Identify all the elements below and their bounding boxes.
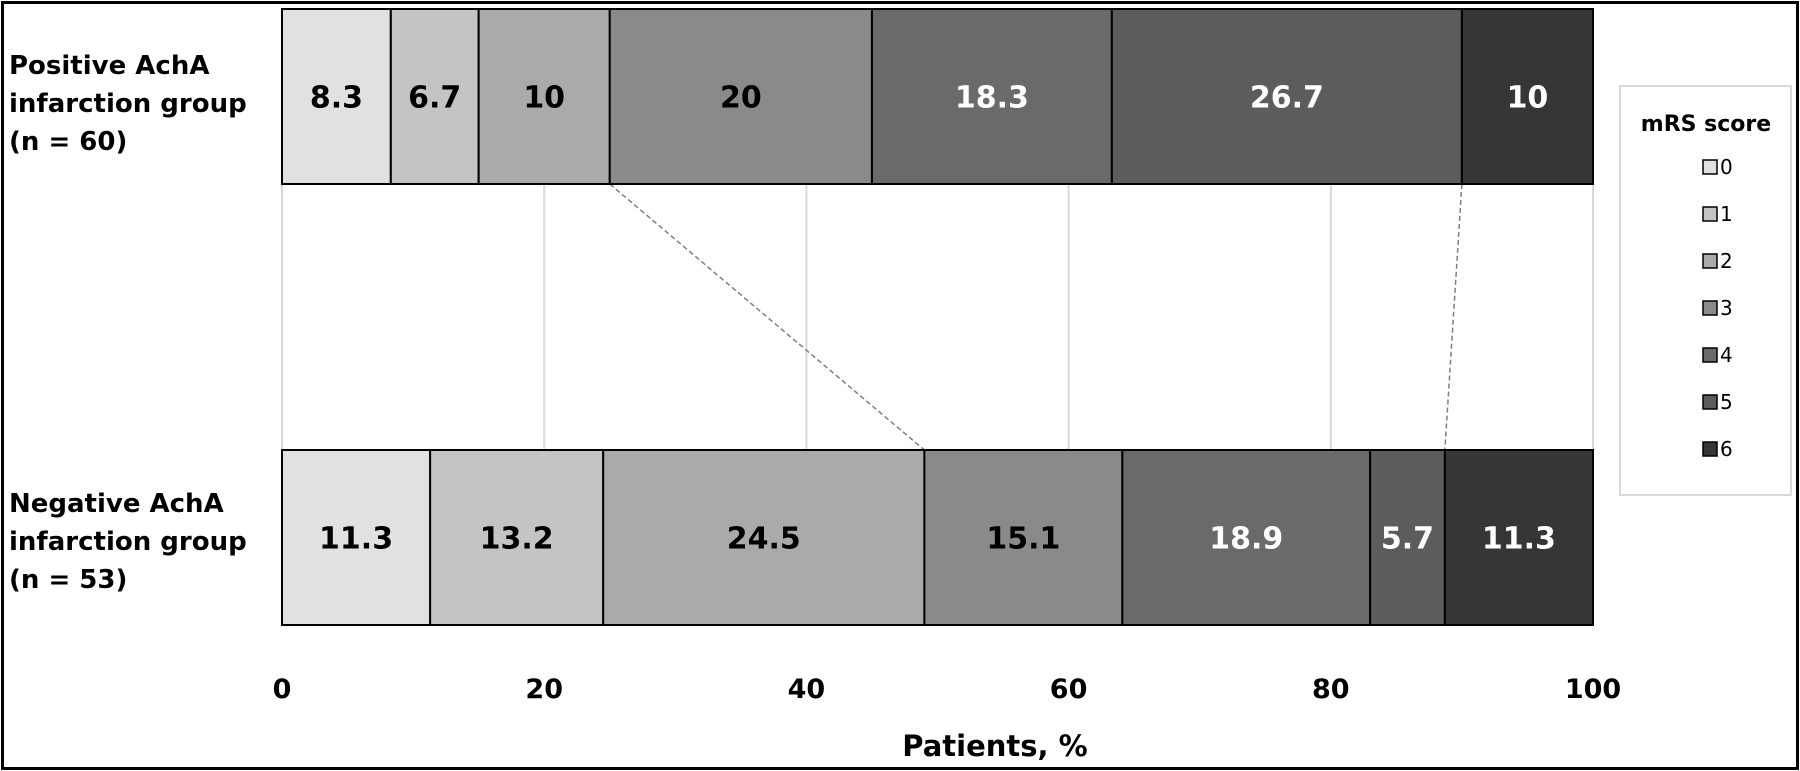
value-label-1-mrs-5: 5.7 bbox=[1381, 522, 1434, 557]
value-label-1-mrs-2: 24.5 bbox=[727, 522, 801, 557]
bar-segment-0-mrs-2 bbox=[477, 8, 611, 185]
legend-label-1: 1 bbox=[1720, 202, 1733, 226]
category-labels: Positive AchA infarction group (n = 60) Neg… bbox=[9, 51, 247, 595]
category-label-0-line-0: Positive AchA bbox=[9, 51, 209, 81]
x-tick-label-80: 80 bbox=[1312, 674, 1350, 705]
legend: mRS score 0 1 2 3 4 5 6 bbox=[1619, 85, 1792, 496]
connector-line-2 bbox=[609, 183, 925, 451]
legend-swatch-0 bbox=[1702, 159, 1718, 175]
x-axis: Patients, % 0 20 40 60 80 100 bbox=[273, 674, 1622, 763]
legend-swatch-3 bbox=[1702, 300, 1718, 316]
value-label-1-mrs-1: 13.2 bbox=[480, 522, 554, 557]
bars bbox=[281, 8, 1595, 626]
legend-label-2: 2 bbox=[1720, 249, 1733, 273]
value-label-0-mrs-6: 10 bbox=[1507, 81, 1549, 116]
value-label-0-mrs-0: 8.3 bbox=[310, 81, 363, 116]
bar-segment-0-mrs-6 bbox=[1460, 8, 1595, 185]
legend-label-6: 6 bbox=[1720, 437, 1733, 461]
value-label-1-mrs-0: 11.3 bbox=[319, 522, 393, 557]
category-label-1-line-1: infarction group bbox=[9, 527, 247, 557]
category-label-1-line-0: Negative AchA bbox=[9, 489, 224, 519]
value-label-0-mrs-3: 20 bbox=[720, 81, 762, 116]
value-label-1-mrs-4: 18.9 bbox=[1209, 522, 1283, 557]
legend-swatch-5 bbox=[1702, 394, 1718, 410]
connector-line-5 bbox=[1444, 183, 1463, 451]
x-tick-label-100: 100 bbox=[1565, 674, 1621, 705]
legend-label-4: 4 bbox=[1720, 343, 1733, 367]
legend-swatch-4 bbox=[1702, 347, 1718, 363]
value-label-1-mrs-3: 15.1 bbox=[986, 522, 1060, 557]
legend-box bbox=[1619, 85, 1792, 496]
x-tick-label-60: 60 bbox=[1050, 674, 1088, 705]
value-label-0-mrs-1: 6.7 bbox=[408, 81, 461, 116]
category-label-0-line-2: (n = 60) bbox=[9, 127, 127, 157]
value-labels: 8.3 6.7 10 20 18.3 26.7 10 11.3 13.2 24.5 15.1 18.9… bbox=[310, 81, 1556, 557]
bar-segment-0-mrs-5 bbox=[1110, 8, 1463, 185]
legend-swatch-1 bbox=[1702, 206, 1718, 222]
bar-segment-1-mrs-1 bbox=[429, 449, 605, 626]
legend-swatch-2 bbox=[1702, 253, 1718, 269]
legend-title: mRS score bbox=[1641, 112, 1771, 137]
legend-label-0: 0 bbox=[1720, 155, 1733, 179]
bar-segment-0-mrs-4 bbox=[870, 8, 1113, 185]
legend-label-5: 5 bbox=[1720, 390, 1733, 414]
legend-label-3: 3 bbox=[1720, 296, 1733, 320]
x-axis-title: Patients, % bbox=[902, 729, 1087, 763]
legend-swatch-6 bbox=[1702, 441, 1718, 457]
value-label-0-mrs-2: 10 bbox=[523, 81, 565, 116]
category-label-0-line-1: infarction group bbox=[9, 89, 247, 119]
bar-segment-0-mrs-3 bbox=[608, 8, 873, 185]
bar-segment-1-mrs-5 bbox=[1369, 449, 1446, 626]
x-tick-label-20: 20 bbox=[525, 674, 563, 705]
x-tick-label-40: 40 bbox=[788, 674, 826, 705]
bar-segment-1-mrs-4 bbox=[1121, 449, 1372, 626]
value-label-0-mrs-5: 26.7 bbox=[1250, 81, 1324, 116]
value-label-1-mrs-6: 11.3 bbox=[1482, 522, 1556, 557]
bar-segment-1-mrs-2 bbox=[602, 449, 926, 626]
bar-segment-1-mrs-0 bbox=[281, 449, 432, 626]
bar-segment-1-mrs-3 bbox=[923, 449, 1124, 626]
x-tick-label-0: 0 bbox=[273, 674, 292, 705]
connector-lines bbox=[609, 183, 1463, 451]
value-label-0-mrs-4: 18.3 bbox=[955, 81, 1029, 116]
bar-segment-1-mrs-6 bbox=[1443, 449, 1595, 626]
category-label-1-line-2: (n = 53) bbox=[9, 565, 127, 595]
